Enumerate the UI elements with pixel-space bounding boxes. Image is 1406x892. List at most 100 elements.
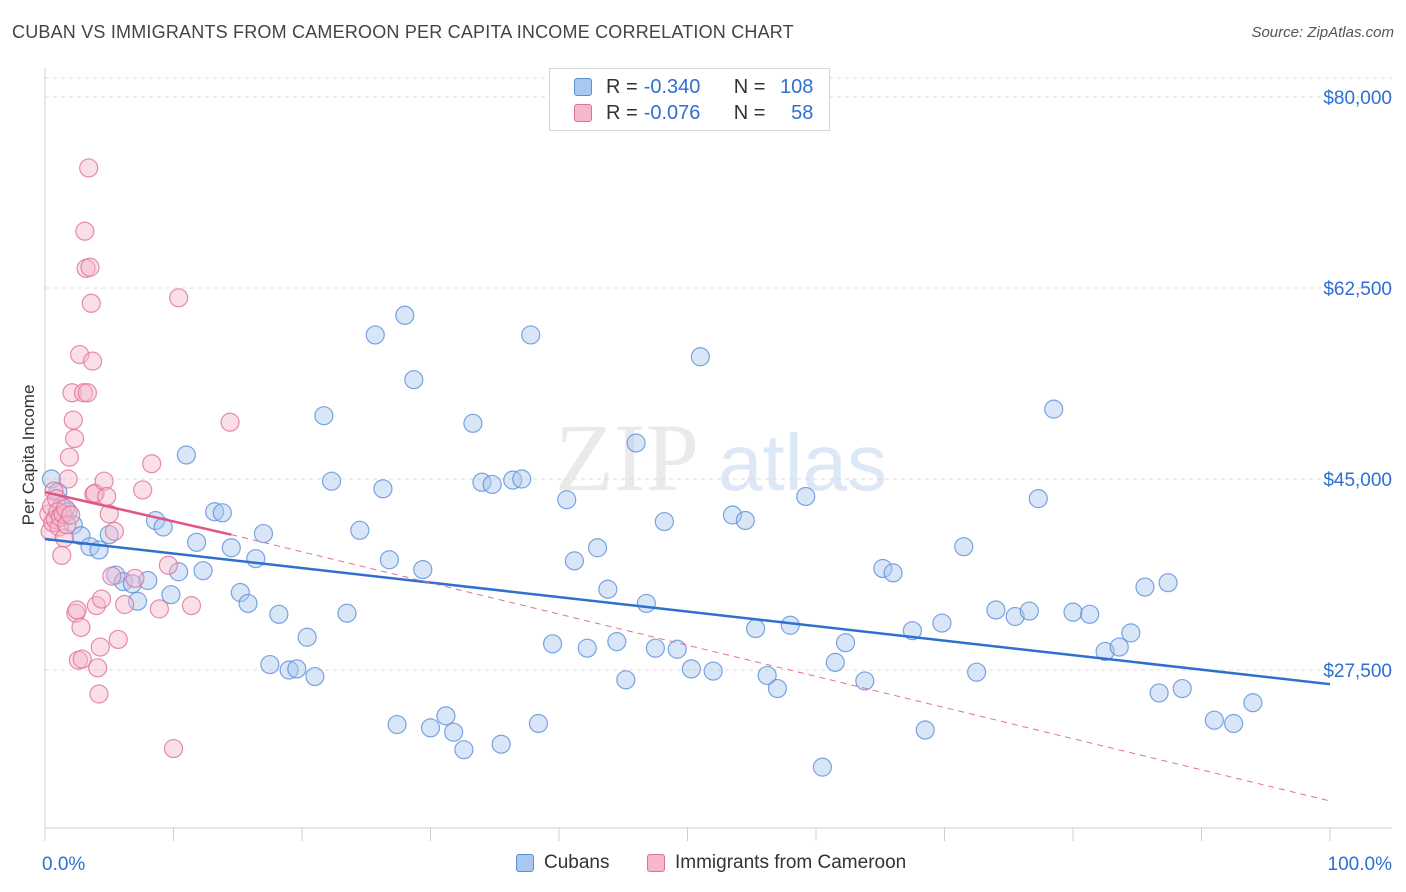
point-cubans xyxy=(161,585,181,605)
legend-label-cubans: Cubans xyxy=(544,852,610,873)
point-cubans xyxy=(1005,606,1025,627)
point-cubans xyxy=(253,523,274,544)
point-cubans xyxy=(587,538,608,558)
legend-r-label: R = xyxy=(606,75,638,98)
point-cubans xyxy=(321,471,342,491)
point-cameroon xyxy=(64,429,85,449)
point-cubans xyxy=(626,433,646,453)
series-legend: Cubans Immigrants from Cameroon xyxy=(0,852,1406,876)
point-cameroon xyxy=(52,545,72,566)
source-label: Source: ZipAtlas.com xyxy=(1251,24,1394,41)
point-cubans xyxy=(221,538,241,558)
point-cameroon xyxy=(66,603,86,623)
y-axis-label: Per Capita Income xyxy=(19,385,38,526)
legend-n-value: 108 xyxy=(780,75,814,98)
point-cubans xyxy=(176,445,196,465)
grid-lines xyxy=(45,77,1392,671)
legend-r-value: -0.076 xyxy=(643,101,701,124)
point-cubans xyxy=(645,638,665,658)
point-cameroon xyxy=(63,410,83,430)
point-cubans xyxy=(1121,623,1141,643)
point-cubans xyxy=(986,600,1006,620)
point-cubans xyxy=(463,413,483,433)
point-cubans xyxy=(796,486,816,507)
y-tick-label: $62,500 xyxy=(1323,279,1392,300)
point-cameroon xyxy=(77,383,98,403)
point-cubans xyxy=(577,638,597,658)
point-cubans xyxy=(835,633,856,653)
point-cubans xyxy=(954,537,974,557)
point-cubans xyxy=(780,615,800,635)
point-cubans xyxy=(395,305,415,325)
point-cubans xyxy=(812,757,833,777)
point-cubans xyxy=(1149,683,1169,703)
point-cubans xyxy=(703,661,723,681)
point-cameroon xyxy=(142,454,162,474)
point-cameroon xyxy=(104,521,124,541)
point-cameroon xyxy=(89,684,109,704)
point-cameroon xyxy=(55,498,76,519)
chart-title: CUBAN VS IMMIGRANTS FROM CAMEROON PER CA… xyxy=(12,22,794,42)
point-cameroon xyxy=(61,505,81,525)
point-cubans xyxy=(616,670,636,690)
point-cubans xyxy=(287,659,307,679)
point-cubans xyxy=(1243,693,1263,713)
point-cubans xyxy=(193,561,213,581)
point-cameroon xyxy=(75,221,95,241)
point-cubans xyxy=(238,593,258,614)
point-cameroon xyxy=(90,637,110,657)
point-cubans xyxy=(230,582,250,603)
point-cubans xyxy=(1224,713,1244,734)
point-cubans xyxy=(373,479,393,499)
point-cubans xyxy=(557,490,577,510)
legend-item-cubans: Cubans xyxy=(516,852,610,874)
point-cameroon xyxy=(149,599,169,619)
trend-lines xyxy=(44,490,1331,802)
point-cubans xyxy=(1135,577,1155,597)
point-cubans xyxy=(883,563,903,583)
point-cameroon xyxy=(115,594,135,615)
point-cubans xyxy=(915,720,935,740)
point-cubans xyxy=(932,613,952,633)
point-cubans xyxy=(521,325,541,345)
correlation-legend: R = -0.340 N = 108 R = -0.076 N = 58 xyxy=(549,68,830,131)
point-cubans xyxy=(735,510,755,531)
point-cubans xyxy=(305,666,325,687)
point-cubans xyxy=(746,618,766,639)
point-cubans xyxy=(681,659,701,679)
series-cameroon-points xyxy=(39,158,240,759)
legend-swatch-cameroon xyxy=(647,854,665,872)
point-cameroon xyxy=(58,469,78,489)
point-cubans xyxy=(314,406,334,426)
point-cubans xyxy=(269,604,289,624)
point-cameroon xyxy=(88,658,108,678)
point-cubans xyxy=(636,593,656,614)
point-cubans xyxy=(404,370,424,390)
point-cubans xyxy=(379,550,399,570)
point-cameroon xyxy=(163,738,184,759)
point-cubans xyxy=(99,525,119,545)
point-cubans xyxy=(436,706,456,726)
point-cameroon xyxy=(82,351,103,371)
x-tick-label: 100.0% xyxy=(1328,854,1393,875)
point-cubans xyxy=(873,558,893,579)
tick-labels: $27,500 $45,000 $62,500 $80,000 0.0% 100.0% xyxy=(42,88,1392,875)
point-cubans xyxy=(654,511,674,532)
legend-row-cameroon: R = -0.076 N = 58 xyxy=(574,100,813,126)
point-cubans xyxy=(1044,399,1064,419)
point-cubans xyxy=(542,634,563,654)
point-cubans xyxy=(169,562,189,582)
point-cubans xyxy=(387,714,407,735)
y-tick-label: $80,000 xyxy=(1323,88,1392,109)
point-cubans xyxy=(528,713,549,734)
point-cameroon xyxy=(80,257,100,277)
point-cubans xyxy=(855,671,875,691)
point-cameroon xyxy=(79,158,99,178)
point-cameroon xyxy=(125,568,145,588)
point-cameroon xyxy=(62,383,82,403)
point-cubans xyxy=(1063,602,1083,622)
point-cubans xyxy=(337,603,357,623)
legend-swatch-cubans xyxy=(574,78,592,96)
point-cubans xyxy=(767,678,788,699)
axes xyxy=(44,68,1392,841)
